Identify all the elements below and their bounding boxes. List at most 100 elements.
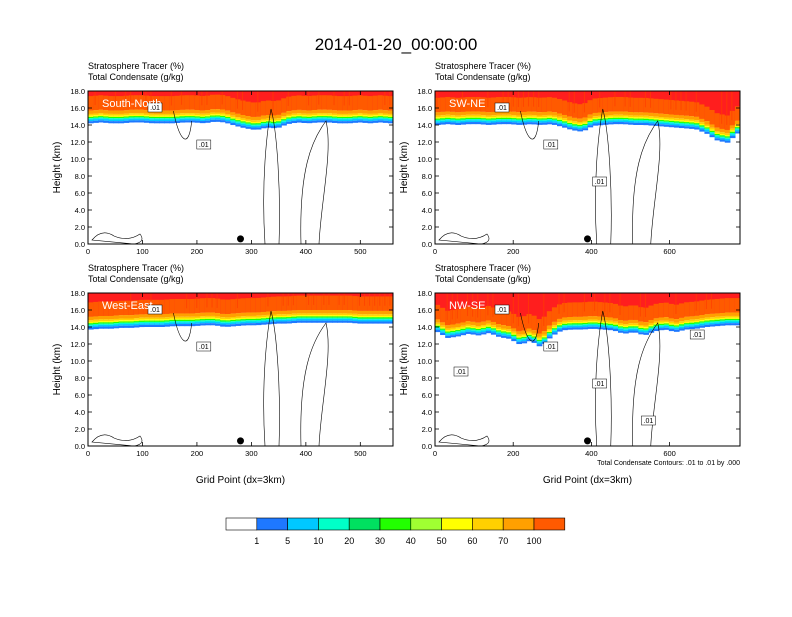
colorbar-box bbox=[441, 517, 473, 531]
y-tick-label: 16.0 bbox=[70, 306, 85, 315]
plot-area: .01 .01 .01 SW-NE bbox=[435, 91, 740, 244]
x-tick-label: 400 bbox=[585, 247, 598, 256]
contour-label-text: .01 bbox=[595, 179, 605, 186]
contour-line bbox=[438, 434, 490, 446]
colorbar-box bbox=[348, 517, 381, 531]
contour-line bbox=[595, 310, 612, 446]
colorbar-box bbox=[533, 517, 566, 531]
y-tick-label: 8.0 bbox=[422, 374, 432, 383]
y-tick-label: 0.0 bbox=[75, 442, 85, 451]
contour-line bbox=[263, 108, 280, 244]
contour-label-text: .01 bbox=[546, 142, 556, 149]
condensate-contours bbox=[91, 310, 329, 446]
x-tick-label: 0 bbox=[86, 247, 90, 256]
x-tick-label: 200 bbox=[507, 247, 520, 256]
y-tick-label: 10.0 bbox=[70, 155, 85, 164]
panels: Stratosphere Tracer (%)Total Condensate … bbox=[52, 61, 741, 486]
contour-line bbox=[300, 120, 329, 244]
contour-label: .01 bbox=[592, 176, 607, 187]
y-tick-label: 2.0 bbox=[75, 425, 85, 434]
x-tick-label: 100 bbox=[136, 247, 149, 256]
y-tick-label: 14.0 bbox=[417, 121, 432, 130]
x-tick-label: 0 bbox=[86, 449, 90, 458]
y-tick-label: 2.0 bbox=[75, 223, 85, 232]
colorbar-label: 100 bbox=[526, 536, 541, 546]
contour-label-text: .01 bbox=[150, 105, 160, 112]
colorbar-label: 5 bbox=[285, 536, 290, 546]
y-tick-label: 14.0 bbox=[417, 323, 432, 332]
colorbar-box bbox=[318, 517, 350, 531]
y-tick-label: 4.0 bbox=[422, 206, 432, 215]
y-tick-label: 4.0 bbox=[75, 206, 85, 215]
panel-label: West-East bbox=[102, 300, 153, 312]
panel-2: Stratosphere Tracer (%)Total Condensate … bbox=[399, 61, 741, 256]
panel-header-line2: Total Condensate (g/kg) bbox=[88, 72, 184, 82]
panel-3: Stratosphere Tracer (%)Total Condensate … bbox=[52, 263, 394, 486]
plot-frame bbox=[87, 292, 394, 447]
colorbar: 1 5 10 20 30 40 50 60 70 100 bbox=[225, 517, 566, 546]
contour-label-text: .01 bbox=[692, 332, 702, 339]
contour-label: .01 bbox=[641, 415, 656, 426]
contour-line bbox=[173, 110, 192, 140]
x-tick-label: 600 bbox=[663, 449, 676, 458]
panel-header-line2: Total Condensate (g/kg) bbox=[88, 274, 184, 284]
y-tick-label: 18.0 bbox=[417, 87, 432, 96]
panel-header-line1: Stratosphere Tracer (%) bbox=[435, 263, 531, 273]
colorbar-label: 50 bbox=[437, 536, 447, 546]
y-tick-label: 12.0 bbox=[70, 138, 85, 147]
colorbar-box bbox=[256, 517, 288, 531]
contour-line bbox=[520, 312, 539, 342]
colorbar-box bbox=[502, 517, 535, 531]
contour-label-text: .01 bbox=[199, 344, 209, 351]
location-marker bbox=[237, 437, 244, 445]
contour-line bbox=[91, 434, 143, 446]
y-tick-label: 10.0 bbox=[70, 357, 85, 366]
x-tick-label: 200 bbox=[191, 247, 204, 256]
colorbar-box bbox=[410, 517, 442, 531]
contour-label: .01 bbox=[147, 304, 163, 315]
y-axis-label: Height (km) bbox=[52, 142, 63, 194]
contour-line bbox=[173, 312, 192, 342]
y-tick-label: 6.0 bbox=[422, 391, 432, 400]
contour-label: .01 bbox=[543, 341, 559, 352]
tracer-field bbox=[435, 91, 740, 143]
contour-label: .01 bbox=[453, 366, 469, 377]
y-tick-label: 12.0 bbox=[417, 340, 432, 349]
x-axis-label: Grid Point (dx=3km) bbox=[196, 475, 285, 486]
y-tick-label: 10.0 bbox=[417, 357, 432, 366]
tracer-field bbox=[88, 293, 393, 330]
contour-label: .01 bbox=[494, 304, 510, 315]
contour-label: .01 bbox=[494, 102, 510, 113]
panel-header-line2: Total Condensate (g/kg) bbox=[435, 274, 531, 284]
tracer-field bbox=[88, 91, 393, 130]
y-tick-label: 12.0 bbox=[417, 138, 432, 147]
contour-label: .01 bbox=[147, 102, 163, 113]
colorbar-label: 30 bbox=[375, 536, 385, 546]
panel-header-line1: Stratosphere Tracer (%) bbox=[88, 263, 184, 273]
colorbar-box bbox=[379, 517, 412, 531]
colorbar-label: 20 bbox=[344, 536, 354, 546]
y-tick-label: 2.0 bbox=[422, 223, 432, 232]
contour-note: Total Condensate Contours: .01 to .01 by… bbox=[597, 460, 740, 467]
location-marker bbox=[584, 235, 591, 243]
x-tick-label: 300 bbox=[245, 247, 258, 256]
panel-label: SW-NE bbox=[449, 98, 485, 110]
x-tick-label: 400 bbox=[585, 449, 598, 458]
contour-label-text: .01 bbox=[497, 307, 507, 314]
y-tick-label: 8.0 bbox=[422, 172, 432, 181]
y-tick-label: 18.0 bbox=[70, 289, 85, 298]
panel-header-line1: Stratosphere Tracer (%) bbox=[88, 61, 184, 71]
y-tick-label: 4.0 bbox=[422, 408, 432, 417]
contour-line bbox=[595, 108, 612, 244]
colorbar-label: 60 bbox=[467, 536, 477, 546]
contour-line bbox=[91, 232, 143, 244]
contour-label-text: .01 bbox=[546, 344, 556, 351]
contour-label: .01 bbox=[196, 139, 212, 150]
contour-label: .01 bbox=[543, 139, 559, 150]
contour-label: .01 bbox=[592, 378, 607, 389]
colorbar-label: 70 bbox=[498, 536, 508, 546]
contour-label: .01 bbox=[689, 329, 705, 340]
x-tick-label: 100 bbox=[136, 449, 149, 458]
